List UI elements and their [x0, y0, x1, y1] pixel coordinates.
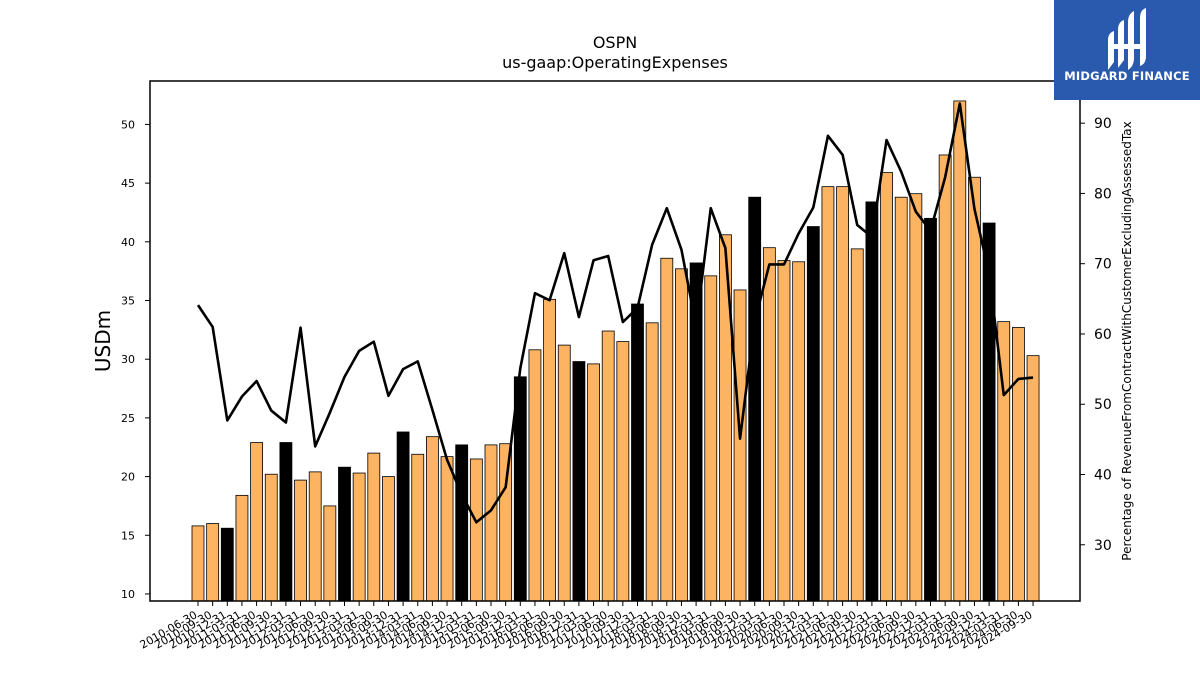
bar-2023-03-31	[938, 154, 952, 602]
y-right-tick-label: 50	[1094, 397, 1112, 413]
bar-2018-12-31	[689, 262, 703, 602]
y-axis-left: 10 15 20 25 30 35 40 45 50	[121, 118, 150, 601]
bar-2011-06-30	[250, 442, 264, 602]
y-right-tick-label: 80	[1094, 186, 1112, 202]
bar-2014-09-30	[440, 456, 454, 602]
bar-2016-12-31	[572, 361, 586, 602]
y-left-tick-label: 10	[121, 588, 135, 601]
bar-2014-06-30	[425, 436, 439, 602]
bar-2022-12-31	[924, 217, 937, 602]
y-left-tick-label: 30	[121, 353, 135, 366]
bar-2022-03-31	[880, 172, 893, 602]
bar-2023-09-30	[968, 176, 981, 602]
bars	[191, 100, 1040, 602]
bar-2015-03-31	[469, 458, 483, 602]
bar-2013-06-30	[367, 452, 381, 602]
bar-2024-06-30	[1012, 327, 1025, 602]
brand-logo: MIDGARD FINANCE	[1054, 0, 1200, 100]
line-layer	[196, 102, 1034, 524]
bar-2014-03-31	[411, 453, 425, 602]
bar-2017-03-31	[587, 363, 600, 602]
y-left-tick-label: 45	[121, 177, 135, 190]
bar-2012-06-30	[308, 471, 322, 602]
logo-text: MIDGARD FINANCE	[1064, 69, 1190, 83]
y-left-tick-label: 40	[121, 236, 135, 249]
bar-2021-09-30	[850, 248, 864, 602]
bar-2016-06-30	[543, 298, 556, 602]
bar-2021-03-31	[821, 186, 835, 602]
y-axis-left-label: USDm	[91, 310, 115, 372]
y-left-tick-label: 15	[121, 529, 135, 542]
plot-frame	[149, 80, 1081, 602]
x-axis: 2010-06-302010-09-302010-12-312011-03-31…	[138, 601, 1035, 652]
bar-2013-03-31	[352, 472, 366, 602]
y-left-tick-label: 50	[121, 118, 135, 131]
bar-2011-09-30	[264, 473, 278, 602]
y-left-tick-label: 25	[121, 412, 135, 425]
y-left-tick-label: 35	[121, 295, 135, 308]
bar-2015-06-30	[484, 444, 498, 602]
bar-2020-06-30	[777, 260, 791, 602]
percentage-line	[196, 102, 1034, 524]
chart-subtitle: us-gaap:OperatingExpenses	[502, 53, 728, 72]
bar-2021-12-31	[865, 201, 879, 602]
bar-2012-12-31	[338, 466, 351, 602]
bar-2013-09-30	[382, 476, 395, 602]
bar-2017-06-30	[601, 330, 615, 602]
bar-2017-09-30	[616, 341, 630, 602]
midgard-m-icon	[1108, 8, 1146, 70]
y-right-tick-label: 70	[1094, 257, 1112, 273]
chart-title: OSPN	[593, 33, 637, 52]
bar-2012-03-31	[294, 479, 307, 602]
bar-2018-09-30	[675, 268, 688, 602]
bar-2013-12-31	[396, 431, 410, 602]
bar-2011-12-31	[279, 442, 293, 602]
bar-2022-06-30	[894, 196, 908, 602]
bar-2019-12-31	[748, 196, 762, 602]
bar-2020-09-30	[792, 261, 806, 602]
y-right-tick-label: 90	[1094, 116, 1112, 132]
bar-2016-03-31	[528, 349, 542, 602]
y-right-tick-label: 60	[1094, 327, 1112, 343]
bar-2018-03-31	[645, 322, 659, 602]
y-axis-right: 30 40 50 60 70 80 90	[1080, 116, 1112, 554]
bar-2019-03-31	[704, 275, 718, 602]
bar-2010-06-30	[191, 525, 205, 602]
bar-2020-12-31	[806, 226, 820, 602]
bar-2022-09-30	[909, 193, 923, 602]
bar-2015-09-30	[499, 443, 513, 602]
bar-2011-03-31	[235, 494, 249, 602]
bar-2016-09-30	[557, 344, 571, 602]
bar-2010-09-30	[206, 523, 220, 602]
y-axis-right-label: Percentage of RevenueFromContractWithCus…	[1120, 121, 1134, 560]
bar-2021-06-30	[836, 186, 849, 602]
bar-2017-12-31	[631, 303, 644, 602]
bar-2019-09-30	[733, 289, 747, 602]
bar-2018-06-30	[660, 257, 674, 602]
logo-background	[1054, 0, 1200, 100]
bar-2024-09-30	[1026, 355, 1040, 602]
bar-2020-03-31	[762, 247, 776, 602]
bar-2023-06-30	[953, 100, 967, 602]
bar-2012-09-30	[323, 505, 337, 602]
bar-2014-12-31	[455, 444, 469, 602]
y-left-tick-label: 20	[121, 471, 135, 484]
y-right-tick-label: 40	[1094, 468, 1112, 484]
bar-2010-12-31	[220, 527, 234, 602]
y-right-tick-label: 30	[1094, 538, 1112, 554]
